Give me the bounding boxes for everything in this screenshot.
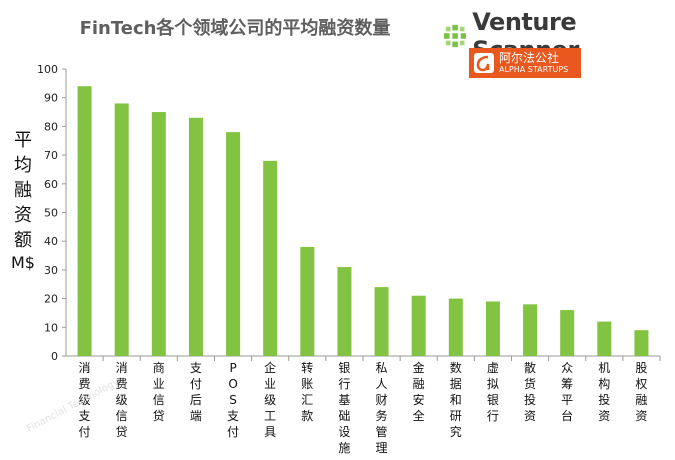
bar	[634, 330, 649, 356]
bar	[114, 103, 129, 356]
y-tick-label: 50	[44, 207, 58, 220]
bar	[77, 86, 92, 356]
x-tick-label: 商业信贷	[153, 360, 165, 423]
bar	[560, 310, 575, 356]
y-axis-label-char: 平	[14, 130, 32, 151]
y-axis-label-char: 融	[14, 180, 32, 201]
y-axis-label-char: 额	[14, 230, 32, 251]
y-tick-label: 90	[44, 92, 58, 105]
bar	[485, 301, 500, 356]
bar	[374, 287, 389, 356]
y-tick-label: 0	[51, 350, 58, 363]
x-tick-label: 银行基础设施	[338, 361, 350, 455]
y-tick-label: 100	[37, 63, 58, 76]
bar	[337, 267, 352, 356]
y-axis-label: 平均融资额	[10, 128, 36, 253]
x-tick-label: 股权融资	[635, 361, 647, 423]
x-tick-label: 散货投资	[524, 360, 536, 423]
x-tick-label: 企业级工具	[264, 360, 276, 439]
x-tick-label: 支付后端	[190, 361, 202, 423]
y-axis-label-char: 资	[14, 205, 32, 226]
x-tick-label: 金融安全	[413, 360, 425, 423]
y-tick-label: 30	[44, 264, 58, 277]
y-tick-label: 20	[44, 293, 58, 306]
bar	[263, 160, 278, 356]
venture-scanner-logo-icon	[444, 24, 467, 48]
x-tick-label: 虚拟银行	[487, 361, 499, 423]
x-tick-label: 消费级支付	[79, 361, 91, 439]
y-tick-label: 70	[44, 149, 58, 162]
y-tick-label: 10	[44, 321, 58, 334]
badge-english-name: ALPHA STARTUPS	[499, 65, 569, 74]
bar	[411, 295, 426, 356]
y-tick-label: 80	[44, 120, 58, 133]
bar	[597, 321, 612, 356]
bar	[151, 112, 166, 356]
y-tick-label: 40	[44, 235, 58, 248]
bar	[300, 246, 315, 356]
y-axis-unit: M$	[11, 253, 35, 272]
alpha-startups-logo-icon	[474, 53, 494, 73]
x-tick-label: 消费级信贷	[116, 361, 128, 439]
x-tick-label: P O S 支付	[227, 361, 239, 439]
bar	[523, 304, 538, 356]
x-tick-label: 转账汇款	[301, 360, 313, 423]
bar	[188, 117, 203, 356]
badge-chinese-name: 阿尔法公社	[499, 51, 560, 65]
x-tick-label: 机构投资	[598, 361, 610, 423]
y-axis-label-char: 均	[14, 155, 32, 176]
x-tick-label: 私人财务管理	[376, 361, 388, 455]
bar	[448, 298, 463, 356]
x-tick-label: 众筹平台	[561, 361, 573, 423]
x-tick-label: 数据和研究	[450, 360, 462, 439]
y-tick-label: 60	[44, 178, 58, 191]
alpha-startups-badge: 阿尔法公社 ALPHA STARTUPS	[469, 48, 581, 78]
bar	[226, 132, 241, 356]
chart-title: FinTech各个领域公司的平均融资数量	[79, 18, 391, 39]
